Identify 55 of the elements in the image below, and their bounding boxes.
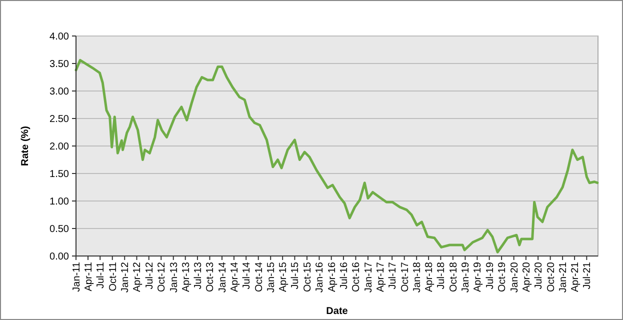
x-tick-label: Apr-15 bbox=[278, 262, 290, 292]
x-tick-label: Jul-16 bbox=[338, 262, 350, 290]
x-tick-label: Jan-17 bbox=[363, 262, 374, 293]
x-tick-label: Jan-14 bbox=[217, 262, 228, 293]
x-tick-label: Oct-14 bbox=[254, 262, 265, 292]
x-tick-label: Oct-12 bbox=[156, 262, 168, 292]
x-tick-label: Oct-18 bbox=[448, 262, 460, 292]
x-tick-label: Jan-21 bbox=[558, 262, 570, 293]
x-tick-label: Jul-13 bbox=[192, 262, 204, 290]
x-tick-label: Oct-16 bbox=[351, 262, 362, 292]
x-tick-label: Apr-17 bbox=[375, 262, 386, 292]
x-tick-label: Jul-17 bbox=[388, 262, 399, 290]
x-tick-label: Oct-13 bbox=[205, 262, 216, 292]
x-tick-label: Apr-19 bbox=[472, 262, 484, 292]
x-tick-label: Jan-16 bbox=[314, 262, 326, 293]
x-tick-label: Jul-20 bbox=[534, 262, 545, 290]
line-series bbox=[74, 58, 599, 254]
x-tick-label: Apr-12 bbox=[132, 262, 144, 292]
y-tick-label: 1.50 bbox=[50, 169, 70, 180]
x-tick-label: Oct-11 bbox=[108, 262, 119, 292]
x-tick-label: Oct-17 bbox=[400, 262, 411, 292]
y-tick-label: 4.00 bbox=[50, 32, 70, 42]
y-tick-label: 1.00 bbox=[50, 196, 70, 208]
x-tick-label: Jan-13 bbox=[168, 262, 180, 293]
y-tick-label: 0.00 bbox=[50, 252, 70, 262]
x-tick-label: Jul-21 bbox=[582, 262, 594, 290]
x-tick-label: Oct-20 bbox=[546, 262, 557, 292]
x-tick-label: Oct-15 bbox=[302, 262, 314, 292]
y-tick-label: 2.50 bbox=[50, 114, 70, 125]
y-tick-label: 2.00 bbox=[50, 142, 70, 152]
x-tick-label: Jul-19 bbox=[484, 262, 496, 290]
x-tick-label: Apr-13 bbox=[180, 262, 192, 292]
y-tick-label: 3.00 bbox=[50, 86, 70, 98]
x-tick-label: Apr-14 bbox=[229, 262, 240, 292]
y-axis-title: Rate (%) bbox=[20, 126, 31, 166]
x-tick-label: Jul-12 bbox=[144, 262, 156, 290]
x-tick-label: Oct-19 bbox=[497, 262, 508, 292]
x-tick-label: Apr-18 bbox=[424, 262, 436, 292]
x-tick-label: Jan-15 bbox=[266, 262, 278, 293]
x-tick-label: Jan-20 bbox=[509, 262, 520, 293]
x-tick-label: Apr-11 bbox=[83, 262, 94, 292]
x-tick-label: Apr-20 bbox=[521, 262, 532, 292]
x-tick-label: Jan-12 bbox=[120, 262, 132, 293]
x-tick-label: Jul-11 bbox=[96, 262, 107, 288]
x-tick-label: Jul-18 bbox=[436, 262, 448, 290]
y-tick-label: 3.50 bbox=[50, 59, 70, 70]
x-tick-label: Apr-21 bbox=[570, 262, 582, 292]
x-tick-label: Apr-16 bbox=[326, 262, 338, 292]
x-axis-title: Date bbox=[326, 306, 348, 317]
x-tick-label: Jul-15 bbox=[290, 262, 302, 290]
x-tick-label: Jan-18 bbox=[412, 262, 424, 293]
x-tick-label: Jan-19 bbox=[460, 262, 472, 293]
x-tick-label: Jan-11 bbox=[72, 262, 82, 292]
x-tick-label: Jul-14 bbox=[242, 262, 253, 290]
y-tick-label: 0.50 bbox=[50, 224, 70, 235]
